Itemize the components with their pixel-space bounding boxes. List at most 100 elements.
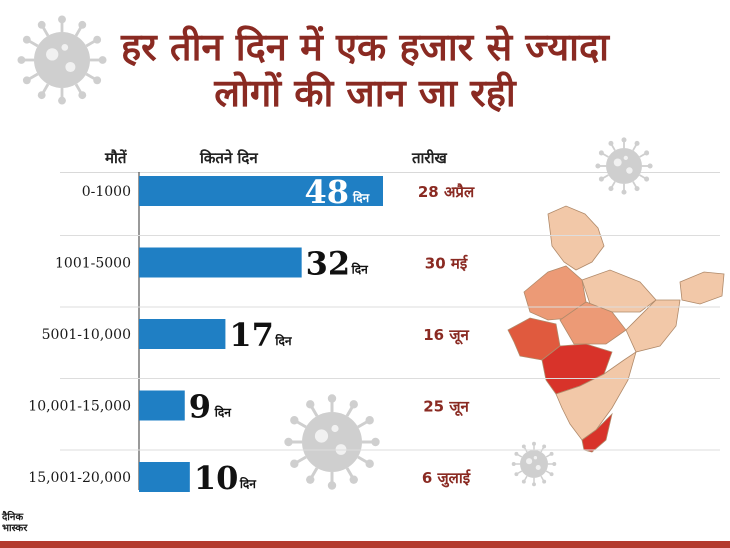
virus-spike-tip xyxy=(552,462,557,466)
virus-spike-tip xyxy=(621,137,627,143)
date-label: 6 जुलाई xyxy=(422,469,471,488)
virus-spot xyxy=(314,429,329,443)
bar-unit-label: दिन xyxy=(214,406,232,420)
map-region-north xyxy=(547,205,605,271)
virus-spot xyxy=(61,44,69,51)
virus-spike-tip xyxy=(514,451,519,456)
bar-unit-label: दिन xyxy=(274,334,292,348)
category-label: 1001-5000 xyxy=(55,256,131,272)
virus-spike-tip xyxy=(371,437,380,447)
brand-logo-line-1: दैनिक xyxy=(2,512,24,523)
virus-spike-tip xyxy=(644,150,650,156)
column-header-date: तारीख xyxy=(412,149,447,167)
virus-spot xyxy=(526,458,533,465)
virus-spot xyxy=(331,424,339,433)
virus-spike-tip xyxy=(549,451,554,456)
virus-spike-tip xyxy=(349,475,358,484)
virus-spike-tip xyxy=(78,20,87,29)
virus-spike-tip xyxy=(349,400,358,409)
bar xyxy=(139,247,302,278)
virus-spike-tip xyxy=(22,35,31,44)
virus-spot xyxy=(535,464,541,471)
bar xyxy=(139,176,383,206)
category-label: 10,001-15,000 xyxy=(28,399,131,415)
virus-spot xyxy=(533,456,538,460)
date-label: 28 अप्रैल xyxy=(418,183,475,201)
virus-spike-tip xyxy=(644,176,650,182)
virus-spike-tip xyxy=(93,76,102,85)
header-divider xyxy=(60,172,720,173)
virus-spike-tip xyxy=(37,20,46,29)
bar xyxy=(139,390,185,421)
virus-spike-tip xyxy=(306,475,315,484)
map-region-northeast xyxy=(679,271,725,305)
category-label: 5001-10,000 xyxy=(42,327,131,343)
bar xyxy=(139,462,190,492)
virus-spike-tip xyxy=(621,189,627,195)
virus-spike-tip xyxy=(78,91,87,100)
date-label: 30 मई xyxy=(425,255,468,273)
virus-spike-tip xyxy=(327,481,337,490)
page-title-line-2: लोगों की जान जा रही xyxy=(214,71,516,115)
virus-spike-tip xyxy=(327,394,337,403)
virus-spike-tip xyxy=(58,15,66,24)
virus-spike-tip xyxy=(532,441,536,446)
virus-body xyxy=(606,148,642,184)
virus-spike-tip xyxy=(37,91,46,100)
virus-spot xyxy=(623,155,628,161)
bar-unit-label: दिन xyxy=(351,263,369,277)
virus-spike-tip xyxy=(608,140,614,146)
date-label: 25 जून xyxy=(423,398,469,417)
category-label: 15,001-20,000 xyxy=(28,470,131,486)
virus-spot xyxy=(626,167,633,174)
map-region-south xyxy=(555,351,637,441)
category-label: 0-1000 xyxy=(82,184,131,200)
bar-value-label: 48 xyxy=(304,173,349,211)
virus-spike-tip xyxy=(58,96,66,105)
virus-spike-tip xyxy=(595,163,601,169)
virus-spike-tip xyxy=(17,56,26,64)
virus-icon xyxy=(284,394,380,490)
bar-unit-label: दिन xyxy=(239,477,257,491)
virus-spike-tip xyxy=(365,416,374,425)
bottom-strip xyxy=(0,541,730,548)
virus-body xyxy=(302,412,362,472)
virus-spike-tip xyxy=(542,444,547,449)
virus-icon xyxy=(511,441,557,487)
virus-spike-tip xyxy=(306,400,315,409)
date-label: 16 जून xyxy=(423,326,469,345)
virus-spike-tip xyxy=(93,35,102,44)
india-map xyxy=(507,205,725,453)
virus-spike-tip xyxy=(598,176,604,182)
virus-spike-tip xyxy=(521,479,526,484)
brand-logo-line-2: भास्कर xyxy=(2,523,28,534)
column-header-deaths: मौतें xyxy=(105,149,127,167)
virus-body xyxy=(520,450,548,478)
virus-icon xyxy=(595,137,653,195)
virus-spike-tip xyxy=(511,462,516,466)
bar-value-label: 9 xyxy=(189,388,211,426)
virus-spike-tip xyxy=(549,472,554,477)
virus-icon xyxy=(17,15,107,105)
virus-body xyxy=(34,32,90,88)
virus-spike-tip xyxy=(521,444,526,449)
virus-spike-tip xyxy=(514,472,519,477)
virus-spike-tip xyxy=(542,479,547,484)
page-title-line-1: हर तीन दिन में एक हजार से ज्यादा xyxy=(120,25,610,69)
virus-spot xyxy=(65,61,76,73)
virus-spike-tip xyxy=(98,56,107,64)
bar-value-label: 32 xyxy=(306,245,351,283)
virus-spike-tip xyxy=(284,437,293,447)
virus-spike-tip xyxy=(608,186,614,192)
virus-spot xyxy=(46,48,59,61)
bar-value-label: 17 xyxy=(229,316,274,354)
bar-unit-label: दिन xyxy=(352,191,370,205)
virus-spike-tip xyxy=(365,459,374,468)
virus-spike-tip xyxy=(290,416,299,425)
virus-spike-tip xyxy=(290,459,299,468)
brand-logo: दैनिक भास्कर xyxy=(2,512,52,548)
bar xyxy=(139,319,226,349)
bar-value-label: 10 xyxy=(194,459,239,497)
